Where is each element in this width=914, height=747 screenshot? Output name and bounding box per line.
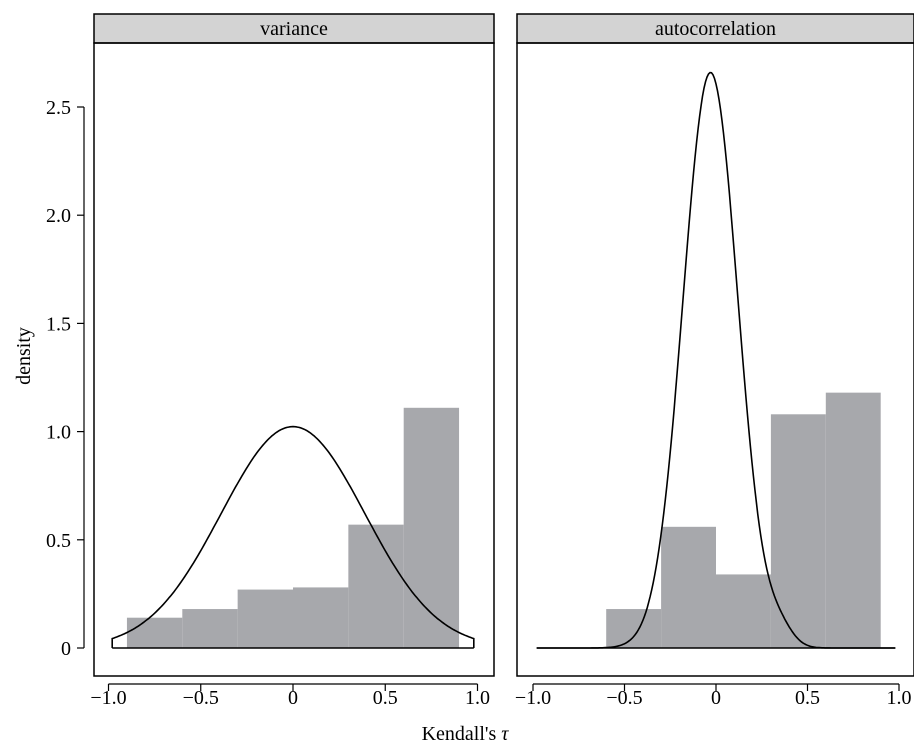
histogram-bar xyxy=(716,574,771,648)
x-tick-label: 1.0 xyxy=(887,687,912,709)
histogram-bar xyxy=(237,589,293,648)
null-density-curve xyxy=(536,71,896,649)
y-tick-label: 2.5 xyxy=(46,97,71,119)
panel-border xyxy=(93,42,495,677)
panel-border xyxy=(516,42,914,677)
histogram-bar xyxy=(770,414,826,648)
histogram-bar xyxy=(661,526,716,648)
x-tick-label: −1.0 xyxy=(515,687,551,709)
x-tick-label: −1.0 xyxy=(90,687,126,709)
panel-variance: variance −1.0 −0.5 0 0.5 1.0 xyxy=(90,13,495,709)
strip-label: variance xyxy=(260,18,328,40)
histogram-bar xyxy=(403,407,460,648)
y-tick-label: 1.5 xyxy=(46,313,71,335)
y-tick-label: 0 xyxy=(61,638,71,660)
x-tick-label: 0.5 xyxy=(795,687,820,709)
histogram-bar xyxy=(348,524,404,648)
panel-autocorrelation: autocorrelation −1.0 −0.5 0 0.5 1.0 xyxy=(515,13,914,709)
x-axis-title-symbol: τ xyxy=(501,723,509,745)
histogram-bar xyxy=(825,392,881,648)
x-tick-label: 0.5 xyxy=(373,687,398,709)
x-tick-label: 0 xyxy=(288,687,298,709)
strip-label: autocorrelation xyxy=(655,18,776,40)
histogram-bar xyxy=(606,609,662,648)
y-tick-label: 2.0 xyxy=(46,205,71,227)
x-tick-label: 1.0 xyxy=(465,687,490,709)
histogram-bar xyxy=(126,617,183,648)
null-density-curve xyxy=(111,425,475,648)
y-tick-label: 1.0 xyxy=(46,422,71,444)
x-axis-title-text: Kendall's xyxy=(422,723,502,745)
histogram-bar xyxy=(182,609,238,648)
x-axis-title: Kendall's τ xyxy=(422,723,510,745)
y-tick-label: 0.5 xyxy=(46,530,71,552)
y-axis: 0 0.5 1.0 1.5 2.0 2.5 xyxy=(46,97,85,660)
x-tick-label: −0.5 xyxy=(606,687,642,709)
histogram-bar xyxy=(293,587,349,648)
y-axis-title: density xyxy=(13,327,35,385)
x-tick-label: 0 xyxy=(711,687,721,709)
x-tick-label: −0.5 xyxy=(183,687,219,709)
